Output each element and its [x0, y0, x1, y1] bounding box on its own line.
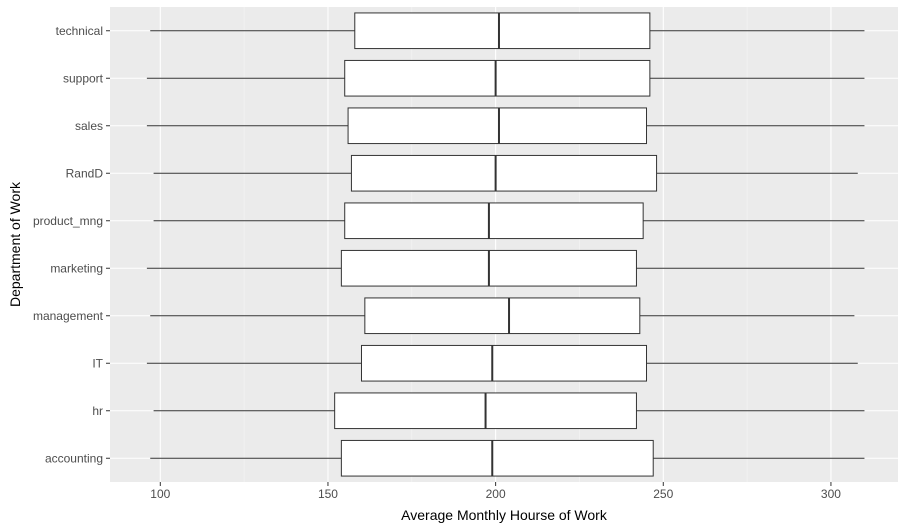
box-accounting	[150, 439, 865, 477]
y-tick-label-technical: technical	[56, 24, 103, 38]
x-tick-label: 100	[150, 487, 170, 501]
y-tick-label-sales: sales	[75, 119, 103, 133]
box-hr	[153, 392, 865, 430]
y-tick-label-support: support	[63, 71, 104, 85]
x-tick-label: 200	[486, 487, 506, 501]
x-tick-label: 300	[821, 487, 841, 501]
box-iqr	[360, 344, 648, 382]
y-tick-label-management: management	[33, 309, 104, 323]
x-tick-label: 250	[653, 487, 673, 501]
box-support	[146, 59, 865, 97]
box-RandD	[153, 154, 858, 192]
box-IT	[146, 344, 858, 382]
box-product_mng	[153, 202, 865, 240]
boxes	[146, 12, 865, 477]
box-technical	[150, 12, 865, 50]
box-iqr	[340, 439, 654, 477]
y-tick-label-accounting: accounting	[45, 451, 103, 465]
x-tick-label: 150	[318, 487, 338, 501]
box-iqr	[344, 59, 651, 97]
y-tick-label-product_mng: product_mng	[33, 214, 103, 228]
box-sales	[146, 107, 865, 145]
box-iqr	[350, 154, 658, 192]
y-tick-label-marketing: marketing	[50, 261, 103, 275]
y-tick-label-IT: IT	[92, 356, 103, 370]
box-management	[150, 297, 855, 335]
y-axis-title: Department of Work	[7, 181, 23, 307]
box-iqr	[364, 297, 641, 335]
box-iqr	[347, 107, 648, 145]
box-iqr	[344, 202, 644, 240]
y-tick-label-RandD: RandD	[66, 166, 104, 180]
box-iqr	[354, 12, 651, 50]
axes: 100 150 200 250 300 accounting hr IT management m…	[33, 24, 841, 501]
y-tick-label-hr: hr	[92, 404, 103, 418]
box-marketing	[146, 249, 865, 287]
x-axis-title: Average Monthly Hourse of Work	[401, 507, 608, 523]
